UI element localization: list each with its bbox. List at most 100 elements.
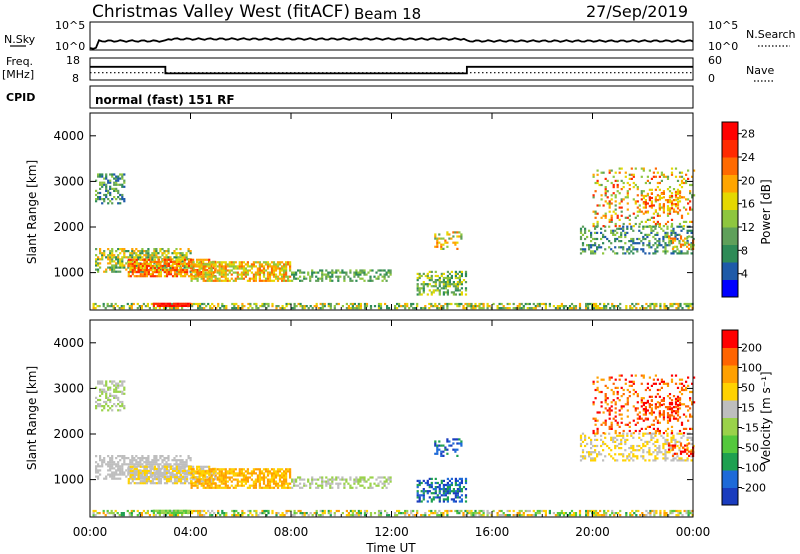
- echo-cell: [584, 237, 587, 241]
- echo-cell: [109, 258, 112, 261]
- echo-cell: [369, 279, 372, 282]
- echo-cell: [168, 514, 172, 517]
- echo-cell: [650, 438, 653, 441]
- echo-cell: [151, 461, 154, 464]
- echo-cell: [127, 250, 130, 253]
- echo-cell: [452, 235, 455, 238]
- echo-cell: [270, 472, 274, 475]
- echo-cell: [242, 265, 245, 268]
- echo-cell: [115, 388, 118, 391]
- echo-cell: [153, 467, 156, 470]
- echo-cell: [212, 265, 215, 268]
- echo-cell: [283, 486, 286, 489]
- echo-cell: [283, 267, 286, 270]
- echo-cell: [652, 220, 655, 223]
- echo-cell: [281, 267, 284, 270]
- echo-cell: [243, 512, 246, 515]
- echo-cell: [640, 231, 643, 234]
- echo-cell: [472, 305, 475, 308]
- echo-cell: [226, 470, 229, 473]
- echo-cell: [285, 509, 288, 513]
- echo-cell: [258, 482, 261, 485]
- echo-cell: [105, 196, 108, 199]
- echo-cell: [442, 276, 445, 280]
- echo-cell: [289, 267, 292, 270]
- echo-cell: [143, 480, 146, 483]
- echo-cell: [422, 496, 425, 499]
- echo-cell: [139, 463, 142, 466]
- echo-cell: [183, 511, 186, 514]
- echo-cell: [266, 275, 270, 278]
- echo-cell: [464, 293, 468, 296]
- echo-cell: [97, 264, 100, 267]
- echo-cell: [274, 476, 278, 479]
- echo-cell: [522, 307, 525, 310]
- echo-cell: [608, 240, 611, 243]
- echo-cell: [446, 289, 449, 292]
- echo-cell: [377, 514, 381, 517]
- echo-cell: [123, 198, 126, 201]
- echo-cell: [291, 273, 294, 276]
- echo-cell: [184, 258, 187, 261]
- echo-cell: [432, 281, 435, 284]
- echo-cell: [155, 467, 158, 470]
- echo-cell: [398, 305, 401, 308]
- echo-cell: [115, 471, 118, 474]
- echo-cell: [287, 275, 290, 278]
- echo-cell: [178, 304, 182, 307]
- echo-cell: [538, 302, 541, 306]
- echo-cell: [448, 509, 451, 513]
- echo-cell: [119, 177, 122, 180]
- echo-cell: [137, 264, 140, 268]
- echo-cell: [184, 262, 187, 265]
- echo-cell: [109, 380, 112, 383]
- echo-cell: [198, 263, 201, 266]
- echo-cell: [618, 399, 621, 402]
- echo-cell: [117, 177, 120, 180]
- echo-cell: [578, 302, 582, 306]
- echo-cell: [671, 237, 675, 240]
- echo-cell: [202, 476, 205, 479]
- echo-cell: [255, 509, 258, 513]
- echo-cell: [161, 467, 164, 470]
- echo-cell: [325, 482, 328, 485]
- echo-cell: [420, 307, 423, 310]
- echo-cell: [97, 175, 100, 178]
- echo-cell: [558, 307, 561, 310]
- echo-cell: [605, 305, 608, 308]
- echo-cell: [159, 275, 162, 278]
- echo-cell: [147, 252, 150, 255]
- echo-cell: [265, 514, 268, 517]
- echo-cell: [612, 231, 615, 234]
- echo-cell: [200, 265, 203, 268]
- echo-cell: [379, 512, 383, 515]
- echo-cell: [165, 254, 168, 257]
- echo-cell: [592, 429, 595, 433]
- echo-cell: [165, 465, 169, 468]
- echo-cell: [686, 241, 689, 244]
- echo-cell: [632, 229, 635, 232]
- echo-cell: [123, 455, 126, 458]
- echo-cell: [458, 483, 461, 487]
- echo-cell: [556, 307, 559, 310]
- echo-cell: [440, 305, 443, 308]
- echo-cell: [670, 438, 673, 441]
- echo-cell: [660, 227, 663, 230]
- echo-cell: [444, 446, 447, 449]
- echo-cell: [656, 244, 659, 247]
- echo-cell: [228, 468, 231, 471]
- echo-cell: [587, 509, 590, 513]
- echo-cell: [97, 469, 100, 472]
- echo-cell: [426, 479, 429, 482]
- echo-cell: [341, 478, 344, 481]
- echo-cell: [347, 305, 350, 308]
- echo-cell: [610, 438, 613, 441]
- echo-cell: [196, 277, 199, 280]
- echo-cell: [658, 244, 661, 247]
- echo-cell: [458, 490, 461, 493]
- echo-cell: [109, 254, 112, 257]
- echo-cell: [281, 486, 284, 489]
- echo-cell: [616, 390, 619, 394]
- echo-cell: [92, 514, 95, 517]
- echo-cell: [598, 451, 601, 454]
